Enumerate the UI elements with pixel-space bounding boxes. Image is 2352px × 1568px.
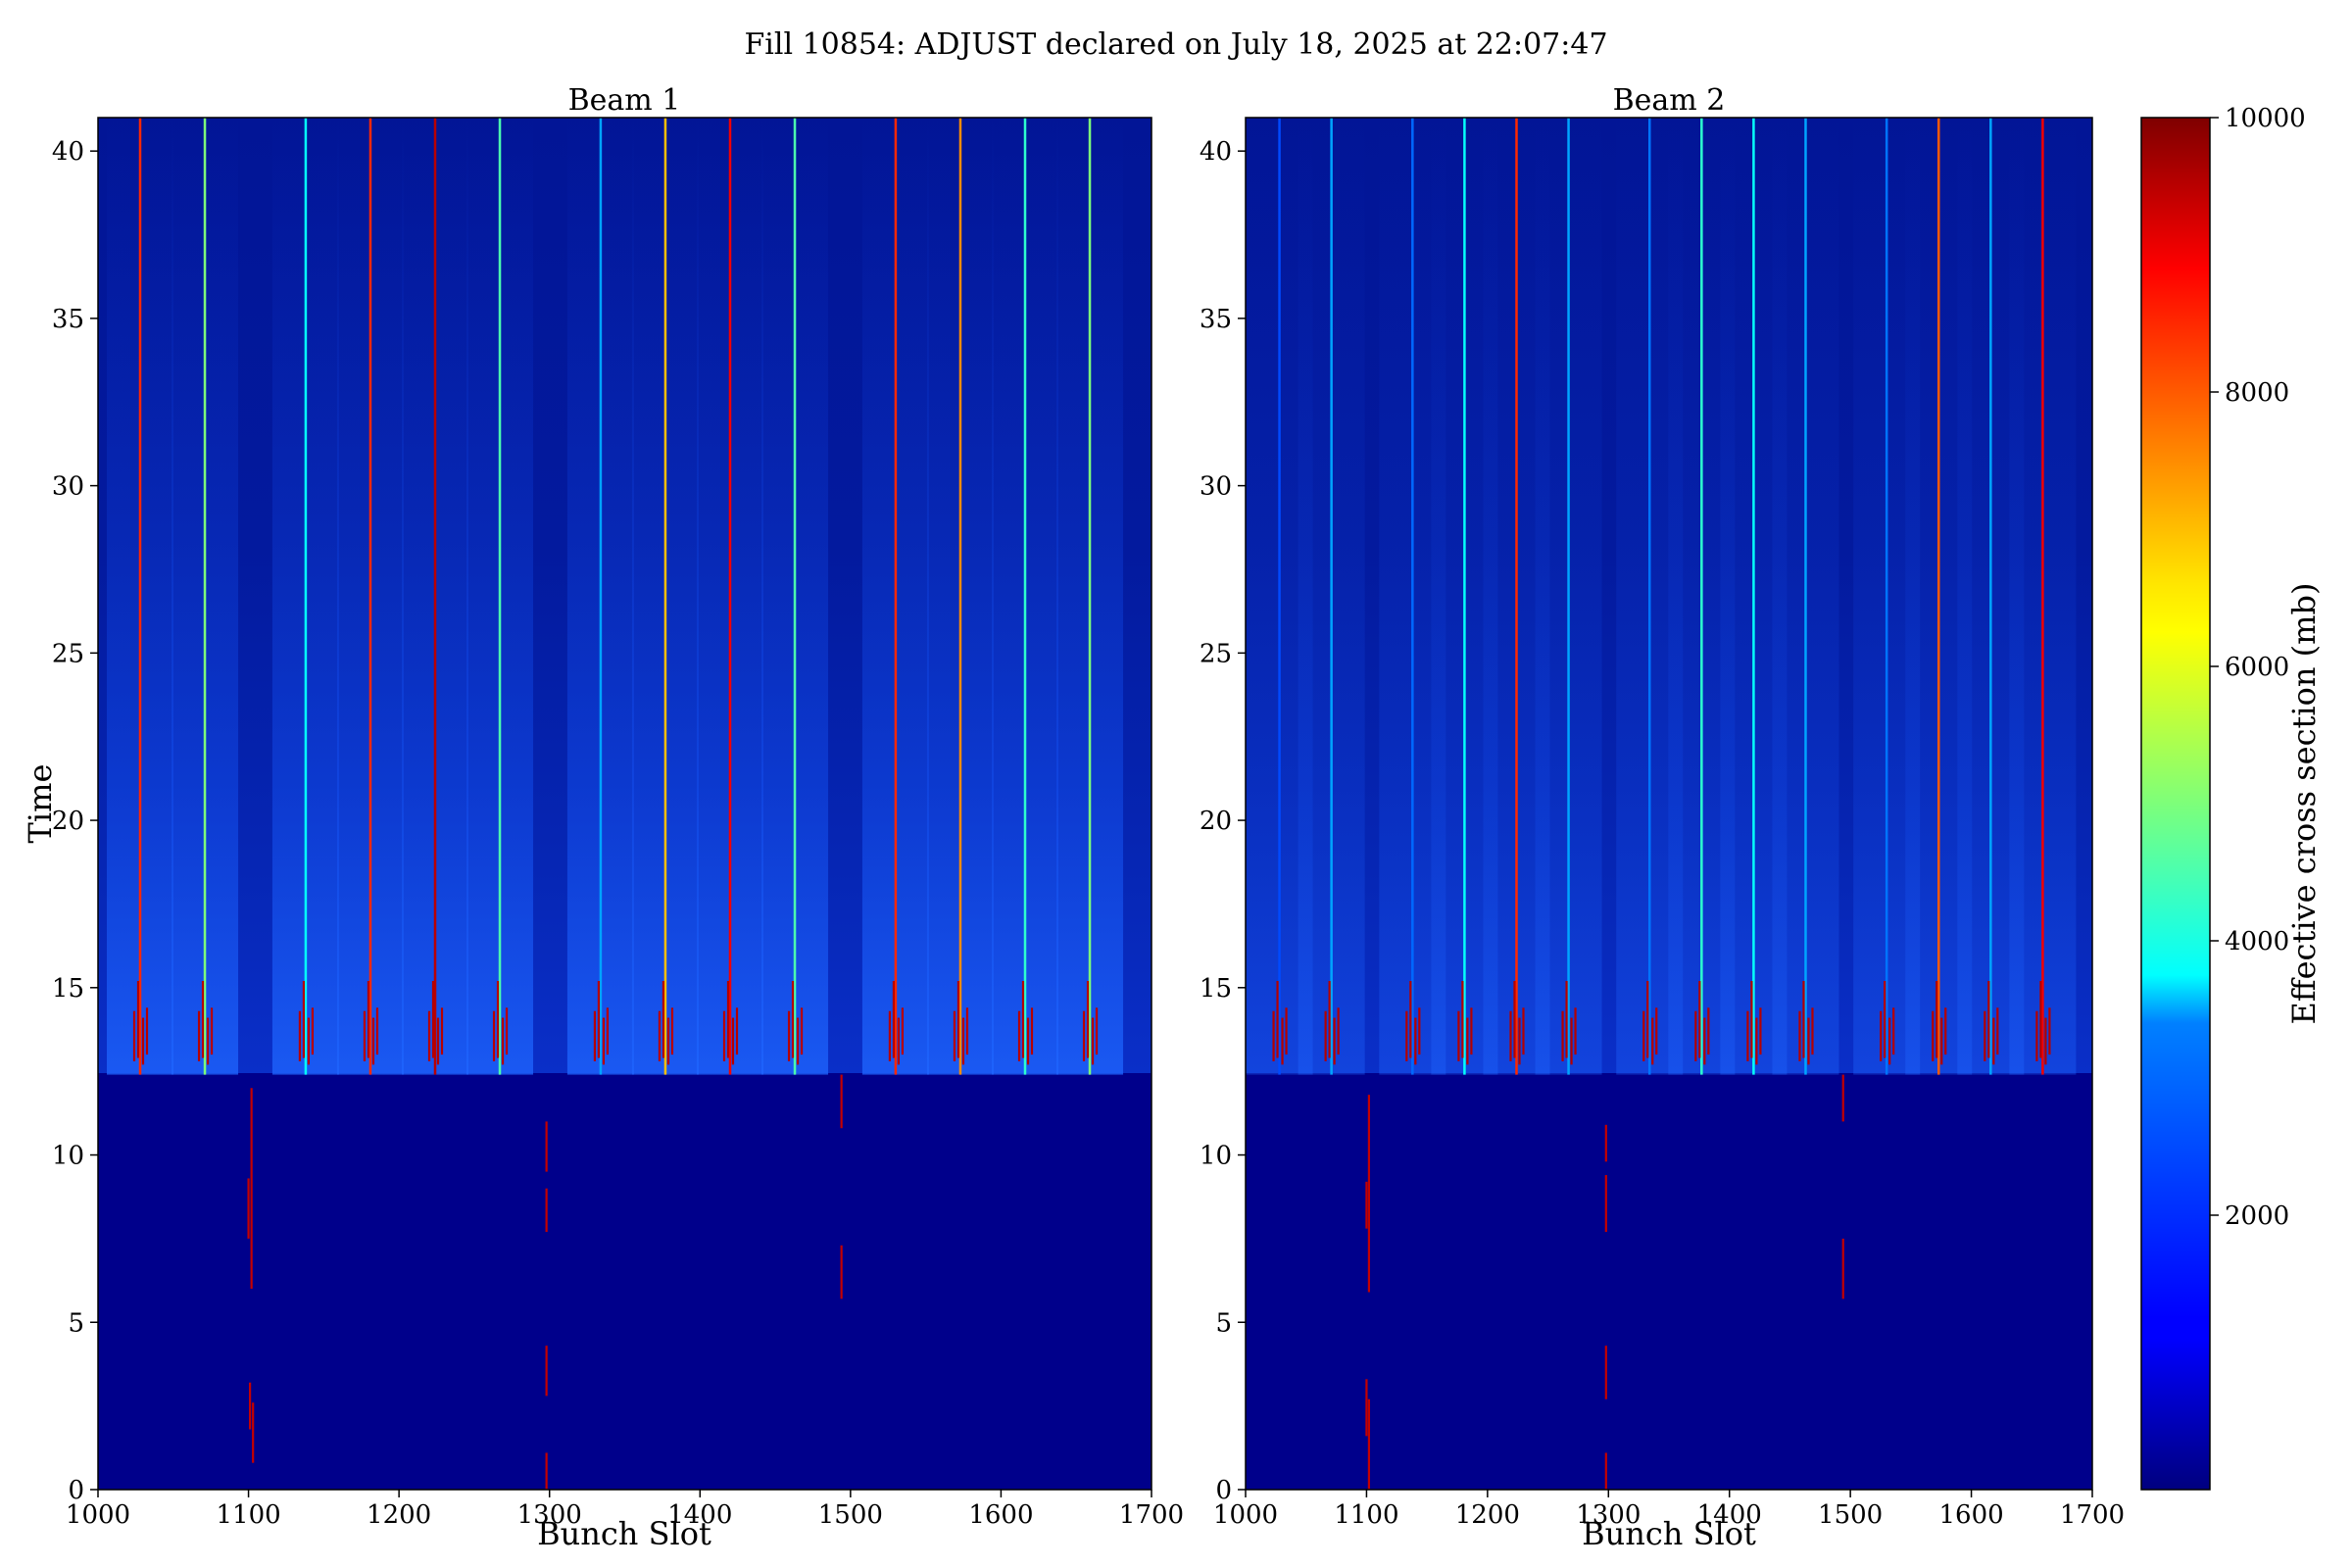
x-tick-label: 1500 bbox=[818, 1500, 883, 1530]
x-tick-label: 1200 bbox=[367, 1500, 431, 1530]
x-axis-beam-2: 1000 1100 1200 1300 1400 1500 1600 1700 bbox=[1213, 1490, 2125, 1530]
axes-frame-beam-1 bbox=[97, 117, 1152, 1491]
y-axis-beam-2: 0 5 10 15 20 25 30 35 40 bbox=[1200, 137, 1246, 1505]
x-tick-label: 1600 bbox=[968, 1500, 1033, 1530]
panel-beam-1: Beam 1 1000 1100 1200 1300 1400 1500 1600 1700 … bbox=[22, 83, 1184, 1552]
y-tick-label: 25 bbox=[1200, 639, 1232, 668]
heatmap-plot-area-beam-2 bbox=[1246, 118, 2092, 1490]
colorbar-tick-label: 6000 bbox=[2225, 653, 2289, 682]
colorbar-ticks: 2000 4000 6000 8000 10000 bbox=[2210, 104, 2306, 1231]
y-tick-label: 20 bbox=[1200, 807, 1232, 836]
x-tick-label: 1100 bbox=[1334, 1500, 1398, 1530]
y-tick-label: 0 bbox=[1215, 1476, 1232, 1505]
colorbar-tick-label: 10000 bbox=[2225, 104, 2306, 133]
x-axis-beam-1: 1000 1100 1200 1300 1400 1500 1600 1700 bbox=[66, 1490, 1184, 1530]
y-axis-label-beam-1: Time bbox=[22, 764, 59, 844]
y-tick-label: 35 bbox=[52, 305, 84, 334]
heatmap-plot-area-beam-1 bbox=[98, 118, 1152, 1490]
x-axis-label-beam-2: Bunch Slot bbox=[1582, 1515, 1756, 1552]
colorbar-tick-label: 4000 bbox=[2225, 927, 2289, 956]
y-axis-beam-1: 0 5 10 15 20 25 30 35 40 bbox=[52, 137, 98, 1505]
y-tick-label: 5 bbox=[1215, 1308, 1232, 1338]
figure-title: Fill 10854: ADJUST declared on July 18, … bbox=[744, 27, 1607, 62]
colorbar-tick-label: 2000 bbox=[2225, 1201, 2289, 1231]
colorbar-label: Effective cross section (mb) bbox=[2285, 583, 2323, 1025]
colorbar: 2000 4000 6000 8000 10000 Effective cross se… bbox=[2140, 104, 2323, 1491]
x-tick-label: 1000 bbox=[1213, 1500, 1278, 1530]
y-tick-label: 35 bbox=[1200, 305, 1232, 334]
x-tick-label: 1100 bbox=[216, 1500, 280, 1530]
x-tick-label: 1600 bbox=[1938, 1500, 2003, 1530]
panel-title-beam-1: Beam 1 bbox=[568, 83, 681, 118]
y-tick-label: 0 bbox=[68, 1476, 84, 1505]
x-tick-label: 1000 bbox=[66, 1500, 130, 1530]
y-tick-label: 40 bbox=[1200, 137, 1232, 167]
panel-beam-2: Beam 2 1000 1100 1200 1300 1400 1500 1600 1700 … bbox=[1200, 83, 2125, 1552]
y-tick-label: 30 bbox=[1200, 472, 1232, 502]
x-tick-label: 1300 bbox=[517, 1500, 582, 1530]
colorbar-gradient bbox=[2140, 117, 2211, 1491]
x-tick-label: 1300 bbox=[1576, 1500, 1641, 1530]
y-tick-label: 20 bbox=[52, 807, 84, 836]
x-tick-label: 1400 bbox=[667, 1500, 732, 1530]
y-tick-label: 25 bbox=[52, 639, 84, 668]
panel-title-beam-2: Beam 2 bbox=[1613, 83, 1726, 118]
x-tick-label: 1400 bbox=[1697, 1500, 1762, 1530]
y-tick-label: 40 bbox=[52, 137, 84, 167]
x-tick-label: 1700 bbox=[2060, 1500, 2125, 1530]
x-tick-label: 1200 bbox=[1455, 1500, 1520, 1530]
y-tick-label: 5 bbox=[68, 1308, 84, 1338]
y-tick-label: 30 bbox=[52, 472, 84, 502]
x-axis-label-beam-1: Bunch Slot bbox=[537, 1515, 711, 1552]
x-tick-label: 1700 bbox=[1119, 1500, 1184, 1530]
x-tick-label: 1500 bbox=[1818, 1500, 1883, 1530]
axes-frame-beam-2 bbox=[1245, 117, 2093, 1491]
colorbar-tick-label: 8000 bbox=[2225, 378, 2289, 408]
y-tick-label: 10 bbox=[1200, 1142, 1232, 1171]
y-tick-label: 10 bbox=[52, 1142, 84, 1171]
y-tick-label: 15 bbox=[1200, 974, 1232, 1004]
y-tick-label: 15 bbox=[52, 974, 84, 1004]
